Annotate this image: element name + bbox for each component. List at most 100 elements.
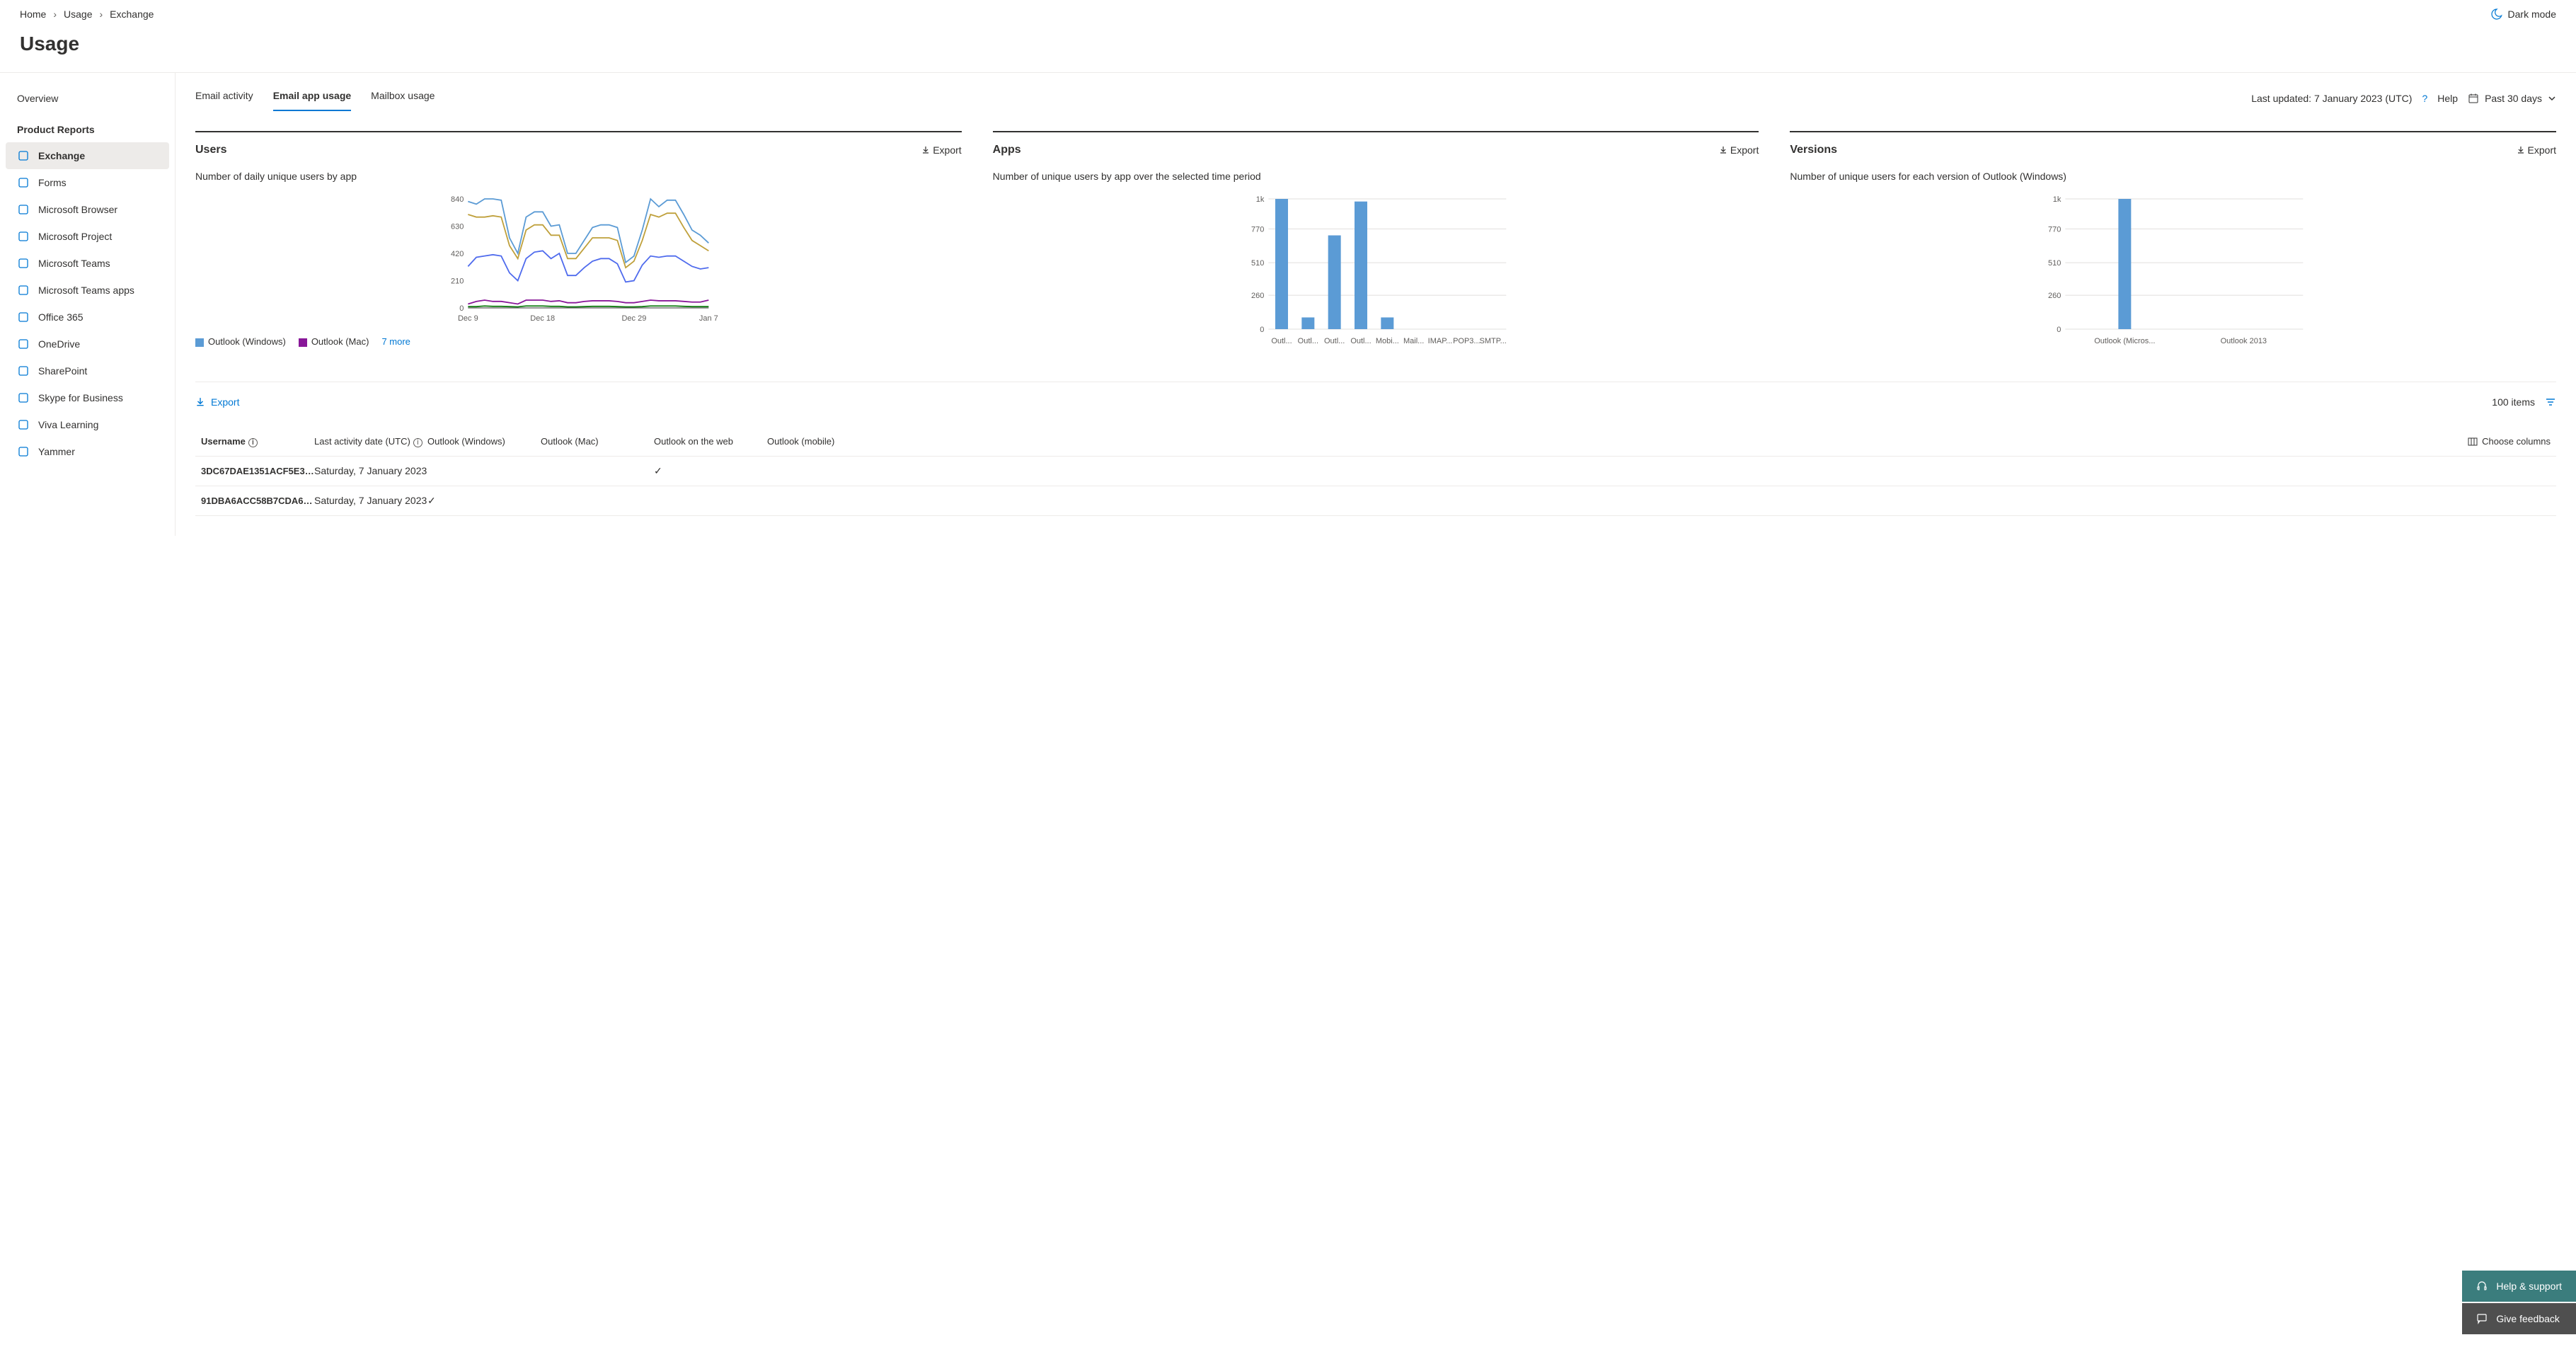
- col-outlook-mobile[interactable]: Outlook (mobile): [767, 436, 880, 447]
- sidebar-item-office-365[interactable]: Office 365: [6, 304, 169, 331]
- sidebar-heading: Product Reports: [6, 111, 169, 142]
- cell-username: 3DC67DAE1351ACF5E3B57CB: [201, 466, 314, 476]
- svg-text:1k: 1k: [1255, 195, 1264, 204]
- items-count: 100 items: [2492, 396, 2535, 408]
- help-icon[interactable]: ?: [2422, 93, 2427, 104]
- sidebar-item-microsoft-teams-apps[interactable]: Microsoft Teams apps: [6, 277, 169, 304]
- export-apps-button[interactable]: Export: [1719, 144, 1759, 156]
- svg-text:0: 0: [459, 304, 464, 313]
- svg-text:Mobi...: Mobi...: [1376, 337, 1399, 345]
- product-icon: [17, 203, 30, 216]
- chevron-right-icon: ›: [100, 8, 103, 20]
- col-username[interactable]: Usernamei: [201, 436, 314, 447]
- dark-mode-label: Dark mode: [2508, 8, 2556, 20]
- filter-icon[interactable]: [2545, 396, 2556, 408]
- svg-text:Outlook (Micros...: Outlook (Micros...: [2095, 337, 2156, 345]
- info-icon[interactable]: i: [248, 438, 258, 447]
- export-users-button[interactable]: Export: [921, 144, 961, 156]
- dark-mode-toggle[interactable]: Dark mode: [2491, 8, 2556, 20]
- sidebar-item-onedrive[interactable]: OneDrive: [6, 331, 169, 357]
- apps-bar-chart: 02605107701kOutl...Outl...Outl...Outl...…: [993, 195, 1759, 350]
- product-icon: [17, 284, 30, 297]
- cell-username: 91DBA6ACC58B7CDA6FDD08: [201, 495, 314, 506]
- svg-text:Mail...: Mail...: [1403, 337, 1424, 345]
- choose-columns-button[interactable]: Choose columns: [2468, 436, 2551, 447]
- download-icon: [195, 397, 205, 407]
- chevron-down-icon: [2548, 94, 2556, 103]
- page-title: Usage: [0, 20, 2576, 72]
- give-feedback-button[interactable]: Give feedback: [2462, 1303, 2576, 1334]
- help-link[interactable]: Help: [2437, 93, 2458, 104]
- sidebar-item-label: Microsoft Project: [38, 231, 112, 242]
- export-label: Export: [2528, 144, 2556, 156]
- sidebar-item-label: Yammer: [38, 446, 75, 457]
- product-icon: [17, 391, 30, 404]
- cell-date: Saturday, 7 January 2023: [314, 465, 427, 476]
- tab-email-activity[interactable]: Email activity: [195, 86, 253, 111]
- chevron-right-icon: ›: [53, 8, 57, 20]
- sidebar-item-label: Viva Learning: [38, 419, 98, 430]
- feedback-icon: [2476, 1313, 2488, 1324]
- svg-text:SMTP...: SMTP...: [1479, 337, 1506, 345]
- export-label: Export: [1730, 144, 1759, 156]
- product-icon: [17, 311, 30, 323]
- headset-icon: [2476, 1280, 2488, 1292]
- calendar-icon: [2468, 93, 2479, 104]
- col-outlook-windows[interactable]: Outlook (Windows): [427, 436, 541, 447]
- legend-item: Outlook (Mac): [299, 336, 369, 347]
- download-icon: [921, 146, 930, 154]
- legend-more-link[interactable]: 7 more: [381, 336, 410, 347]
- svg-text:840: 840: [451, 195, 464, 204]
- svg-text:510: 510: [1251, 259, 1264, 268]
- export-label: Export: [933, 144, 961, 156]
- sidebar-item-forms[interactable]: Forms: [6, 169, 169, 196]
- tab-email-app-usage[interactable]: Email app usage: [273, 86, 351, 111]
- svg-text:POP3...: POP3...: [1453, 337, 1480, 345]
- card-versions-title: Versions: [1790, 144, 1837, 156]
- svg-text:Outl...: Outl...: [1350, 337, 1371, 345]
- col-outlook-web[interactable]: Outlook on the web: [654, 436, 767, 447]
- svg-text:630: 630: [451, 223, 464, 231]
- col-outlook-mac[interactable]: Outlook (Mac): [541, 436, 654, 447]
- period-label: Past 30 days: [2485, 93, 2542, 104]
- product-icon: [17, 418, 30, 431]
- export-versions-button[interactable]: Export: [2517, 144, 2556, 156]
- sidebar-item-viva-learning[interactable]: Viva Learning: [6, 411, 169, 438]
- sidebar-item-microsoft-browser[interactable]: Microsoft Browser: [6, 196, 169, 223]
- period-selector[interactable]: Past 30 days: [2468, 93, 2556, 104]
- sidebar-overview[interactable]: Overview: [6, 86, 169, 111]
- versions-bar-chart: 02605107701kOutlook (Micros...Outlook 20…: [1790, 195, 2556, 350]
- sidebar: Overview Product Reports ExchangeFormsMi…: [0, 73, 176, 536]
- sidebar-item-microsoft-teams[interactable]: Microsoft Teams: [6, 250, 169, 277]
- product-icon: [17, 176, 30, 189]
- sidebar-item-exchange[interactable]: Exchange: [6, 142, 169, 169]
- tab-mailbox-usage[interactable]: Mailbox usage: [371, 86, 435, 111]
- download-icon: [1719, 146, 1727, 154]
- export-table-button[interactable]: Export: [195, 396, 239, 408]
- col-last-activity[interactable]: Last activity date (UTC)i: [314, 436, 427, 447]
- breadcrumb-exchange[interactable]: Exchange: [110, 8, 154, 20]
- svg-text:Dec 18: Dec 18: [530, 314, 555, 323]
- breadcrumb-usage[interactable]: Usage: [64, 8, 92, 20]
- svg-text:Jan 7: Jan 7: [699, 314, 718, 323]
- tabs: Email activity Email app usage Mailbox usa…: [195, 86, 435, 111]
- cell-date: Saturday, 7 January 2023: [314, 495, 427, 506]
- users-legend: Outlook (Windows)Outlook (Mac)7 more: [195, 336, 962, 347]
- table-section: Export 100 items Usernamei Last activity…: [195, 382, 2556, 516]
- table-header: Usernamei Last activity date (UTC)i Outl…: [195, 428, 2556, 457]
- svg-text:Dec 9: Dec 9: [458, 314, 478, 323]
- sidebar-item-microsoft-project[interactable]: Microsoft Project: [6, 223, 169, 250]
- help-support-button[interactable]: Help & support: [2462, 1271, 2576, 1302]
- sidebar-item-sharepoint[interactable]: SharePoint: [6, 357, 169, 384]
- breadcrumb-home[interactable]: Home: [20, 8, 46, 20]
- card-versions-subtitle: Number of unique users for each version …: [1790, 171, 2556, 182]
- table-row[interactable]: 3DC67DAE1351ACF5E3B57CB Saturday, 7 Janu…: [195, 457, 2556, 486]
- card-apps-title: Apps: [993, 144, 1021, 156]
- svg-text:Outl...: Outl...: [1297, 337, 1318, 345]
- table-row[interactable]: 91DBA6ACC58B7CDA6FDD08 Saturday, 7 Janua…: [195, 486, 2556, 516]
- sidebar-item-skype-for-business[interactable]: Skype for Business: [6, 384, 169, 411]
- last-updated: Last updated: 7 January 2023 (UTC): [2251, 93, 2412, 104]
- info-icon[interactable]: i: [413, 438, 422, 447]
- svg-text:IMAP...: IMAP...: [1427, 337, 1452, 345]
- sidebar-item-yammer[interactable]: Yammer: [6, 438, 169, 465]
